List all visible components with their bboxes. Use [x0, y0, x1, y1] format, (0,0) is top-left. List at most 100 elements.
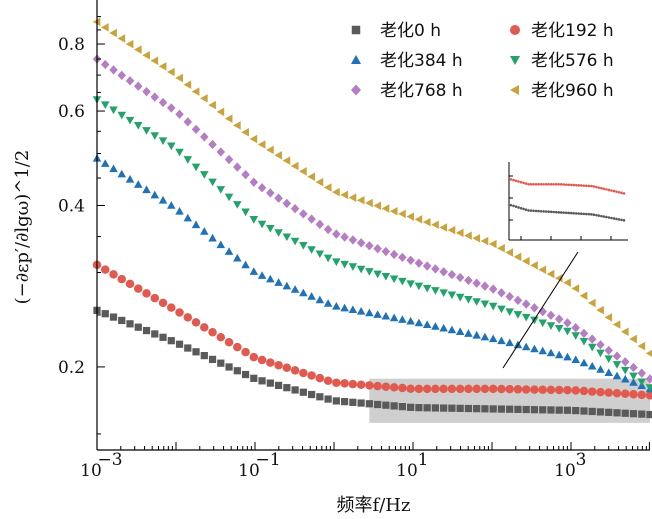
data-point [604, 368, 613, 377]
data-point [422, 320, 432, 328]
data-point [629, 378, 638, 386]
data-point [249, 267, 259, 275]
data-point [612, 371, 622, 380]
data-point [158, 62, 167, 71]
inset-point [529, 209, 533, 212]
data-point [175, 73, 183, 83]
data-point [497, 288, 506, 298]
data-point [216, 186, 226, 194]
x-tick-label: 10 [80, 461, 102, 481]
data-point [175, 207, 184, 215]
data-point [101, 101, 110, 110]
data-point [134, 81, 143, 91]
data-point [596, 387, 605, 397]
data-point [290, 203, 300, 214]
data-point [356, 306, 366, 315]
data-point [505, 384, 514, 394]
data-point [167, 142, 176, 151]
data-point [299, 388, 307, 396]
data-point [200, 227, 209, 235]
data-point [488, 302, 498, 311]
data-point [645, 391, 652, 400]
inset-point [610, 216, 613, 220]
data-point [415, 404, 423, 412]
inset-point [562, 211, 566, 214]
data-point [571, 355, 580, 364]
data-point [266, 188, 275, 198]
data-point [530, 316, 539, 325]
data-point [398, 252, 407, 263]
data-point [596, 305, 604, 315]
data-point [283, 384, 291, 392]
data-point [233, 367, 241, 375]
inset-point [552, 182, 555, 186]
data-point [489, 405, 497, 413]
data-point [365, 241, 374, 251]
data-point [332, 258, 341, 267]
inset-point [605, 188, 608, 191]
inset-point [547, 182, 550, 186]
data-point [266, 224, 275, 233]
data-point [258, 377, 266, 385]
data-point [274, 193, 283, 203]
data-point [225, 363, 233, 371]
data-point [101, 23, 109, 32]
data-point [612, 361, 622, 369]
y-tick-label: 0.8 [58, 35, 85, 55]
data-point [580, 407, 588, 415]
data-point [316, 393, 324, 401]
data-point [505, 291, 514, 302]
data-point [323, 254, 333, 263]
data-point [109, 28, 117, 38]
data-point [382, 401, 390, 409]
data-point [332, 378, 341, 388]
inset-point [577, 184, 581, 187]
data-point [142, 127, 151, 135]
data-point [398, 277, 407, 286]
data-point [142, 185, 151, 194]
data-point [257, 220, 267, 229]
data-point [488, 334, 498, 343]
data-point [604, 388, 613, 397]
inset-point [582, 184, 586, 187]
data-point [208, 328, 217, 337]
data-point [604, 355, 613, 363]
data-point [637, 341, 646, 351]
data-point [125, 174, 135, 183]
data-point [266, 274, 275, 283]
x-tick-label: 10 [396, 461, 418, 481]
data-point [125, 76, 135, 86]
data-point [629, 372, 638, 381]
data-point [117, 111, 127, 120]
data-point [150, 56, 159, 66]
data-point [546, 322, 556, 330]
data-point [439, 384, 448, 394]
data-point [200, 171, 209, 179]
data-point [290, 366, 300, 375]
inset-point [544, 182, 548, 186]
data-point [290, 161, 299, 171]
inset-point [620, 218, 623, 222]
data-point [282, 198, 292, 209]
data-point [241, 169, 250, 180]
data-point [398, 383, 407, 393]
inset-point [590, 213, 593, 216]
data-point [612, 320, 621, 329]
data-point [167, 103, 176, 113]
data-point [216, 147, 226, 157]
data-point [472, 298, 481, 306]
data-point [521, 385, 531, 394]
legend-marker [510, 56, 520, 65]
data-point [216, 332, 226, 342]
legend-item: 老化384 h [351, 51, 463, 71]
x-tick-exponent: −3 [97, 450, 122, 470]
data-point [389, 275, 399, 284]
data-point [629, 362, 638, 373]
data-point [406, 384, 415, 393]
inset-point [615, 190, 618, 193]
data-point [332, 229, 341, 239]
data-point [126, 320, 134, 328]
data-point [579, 338, 589, 346]
data-point [472, 234, 481, 243]
data-point [373, 201, 382, 211]
